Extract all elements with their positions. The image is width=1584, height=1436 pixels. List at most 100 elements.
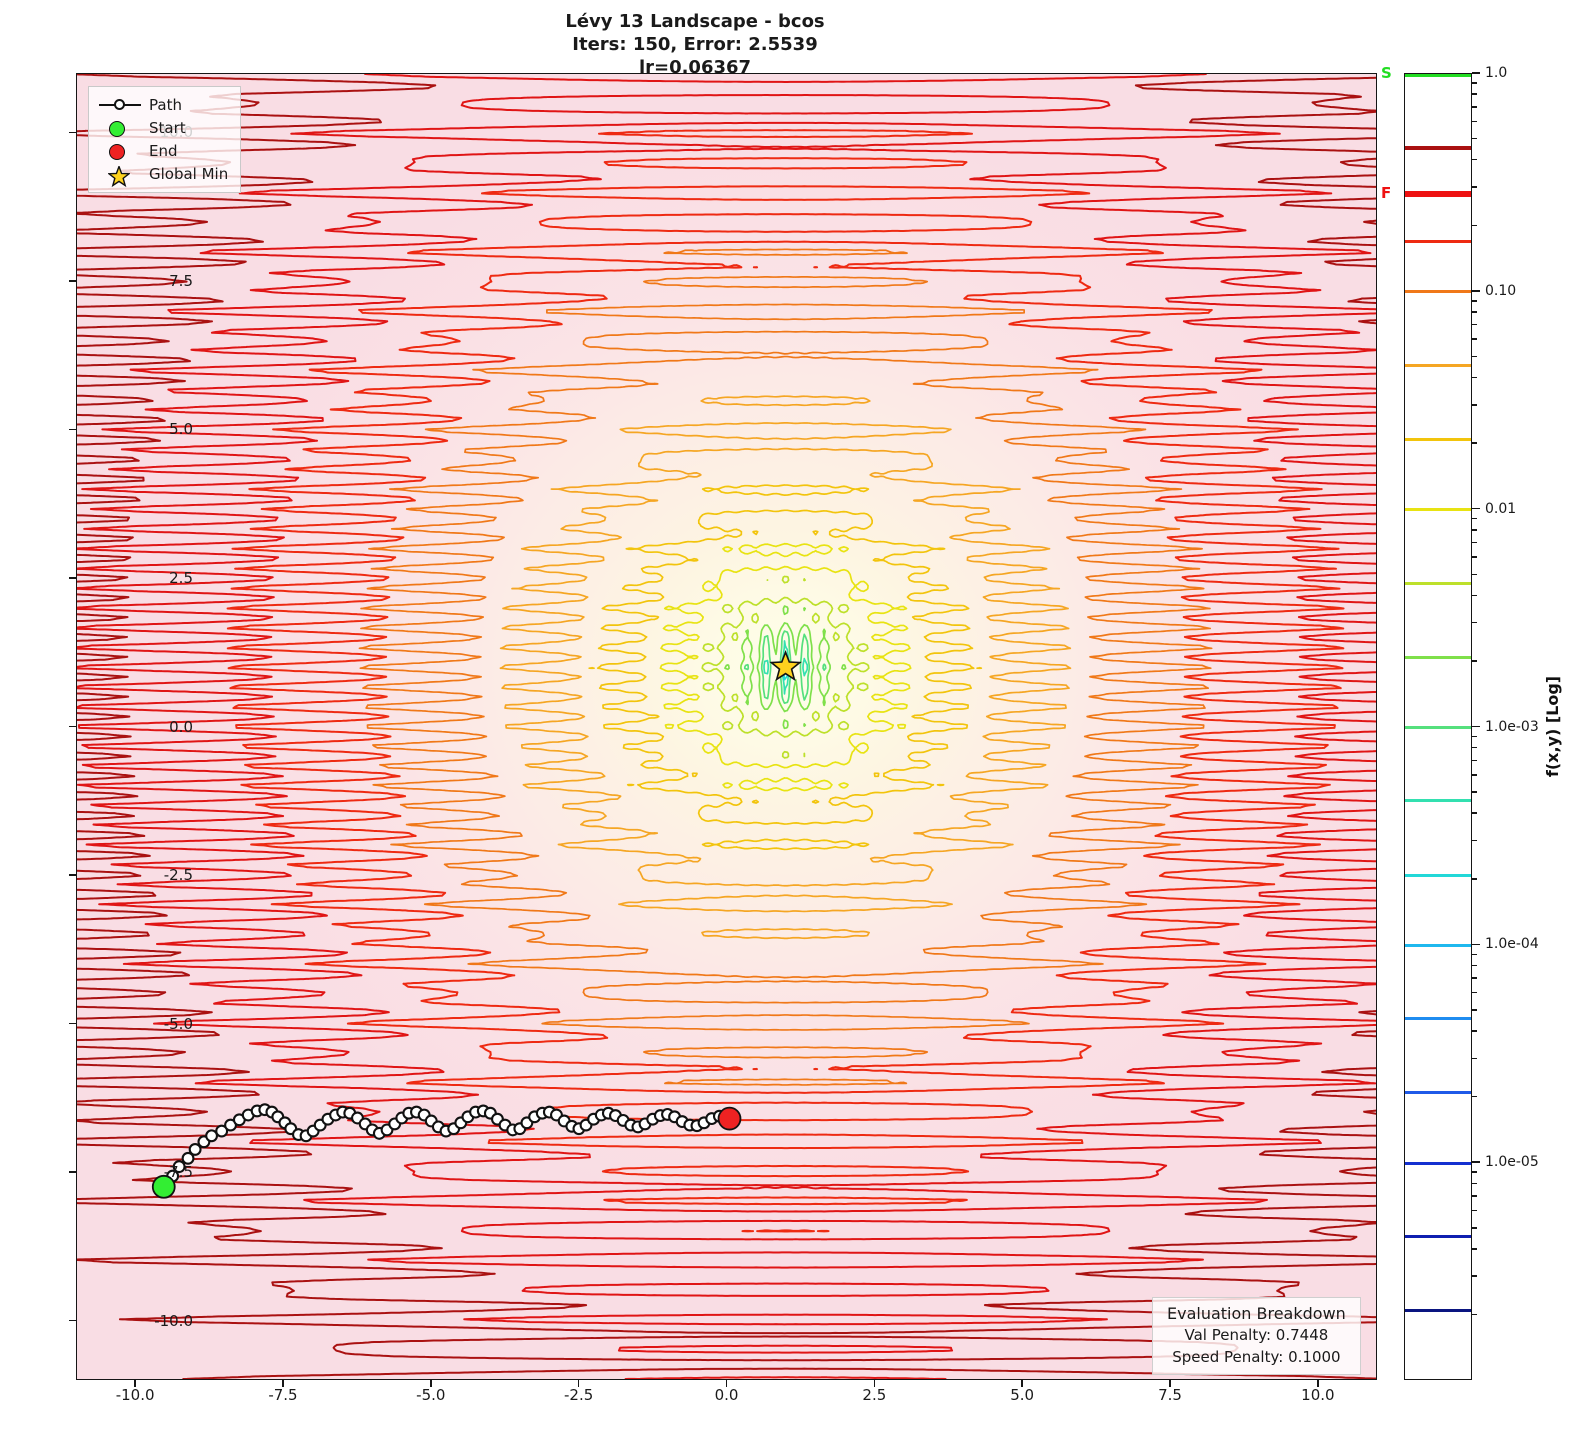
x-axis-tick-label: -10.0 — [115, 1386, 155, 1404]
colorbar-label-text: f(x,y) [Log] — [1543, 675, 1563, 778]
colorbar-tick-label: 1.0e-04 — [1485, 936, 1539, 953]
colorbar-axis-label: f(x,y) [Log] — [1533, 73, 1573, 1380]
legend: Path Start End Global Min — [88, 86, 242, 193]
colorbar-minor-tick — [1472, 224, 1477, 227]
x-axis-tick-mark — [430, 1380, 432, 1387]
figure-title: Lévy 13 Landscape - bcos Iters: 150, Err… — [0, 10, 1390, 79]
y-axis-tick-label: 0.0 — [169, 717, 193, 736]
colorbar-level-line — [1405, 1161, 1471, 1165]
colorbar-level-line — [1405, 943, 1471, 947]
y-axis-tick-mark — [69, 1022, 76, 1025]
colorbar-tick-label: 0.10 — [1485, 282, 1517, 299]
colorbar-minor-tick — [1472, 812, 1477, 814]
path-point-marker — [215, 1124, 229, 1138]
colorbar-minor-tick — [1472, 186, 1477, 188]
colorbar-level-line — [1405, 799, 1471, 803]
legend-item-label: Start — [149, 118, 186, 137]
contour-level — [499, 395, 1072, 940]
legend-item-path: Path — [97, 93, 228, 116]
y-axis-tick-label: 5.0 — [169, 420, 193, 439]
colorbar-minor-tick — [1472, 338, 1477, 340]
colorbar-minor-tick — [1472, 158, 1477, 161]
colorbar-level-line — [1405, 725, 1471, 729]
contour-level — [701, 575, 870, 759]
colorbar-tick-label: 1.0e-03 — [1485, 718, 1539, 735]
colorbar-tick-label: 0.01 — [1485, 500, 1517, 517]
colorbar-minor-tick — [1472, 1182, 1477, 1185]
colorbar-minor-tick — [1472, 1313, 1477, 1316]
colorbar-minor-tick — [1472, 573, 1477, 576]
colorbar-tick-mark — [1472, 72, 1480, 74]
speed-penalty-row: Speed Penalty: 0.1000 — [1172, 1347, 1341, 1366]
x-axis-tick-label: 5.0 — [1010, 1386, 1035, 1404]
contour-level — [358, 248, 1213, 1086]
y-axis-tick-mark — [69, 725, 76, 728]
x-axis-tick-mark — [134, 1380, 136, 1387]
colorbar-minor-tick — [1472, 1057, 1477, 1060]
y-axis-tick-mark — [69, 131, 76, 134]
x-axis-tick-label: -2.5 — [564, 1386, 594, 1404]
colorbar-minor-tick — [1472, 964, 1477, 967]
y-axis-tick-label: -2.5 — [163, 866, 193, 885]
colorbar-minor-tick — [1472, 93, 1477, 95]
legend-filled-circle — [109, 143, 125, 160]
legend-filled-circle — [109, 120, 125, 137]
colorbar-marker-label-s: S — [1381, 64, 1392, 82]
x-axis-tick-label: 10.0 — [1301, 1386, 1335, 1404]
contour-lines — [77, 74, 1376, 1379]
x-axis-tick-mark — [1021, 1380, 1023, 1387]
colorbar-minor-tick — [1472, 746, 1477, 749]
colorbar-minor-tick — [1472, 541, 1477, 544]
contour-level — [226, 129, 1345, 1233]
colorbar-minor-tick — [1472, 442, 1477, 444]
y-axis-tick-label: -10.0 — [154, 1311, 193, 1330]
colorbar-minor-tick — [1472, 1095, 1477, 1098]
val-penalty-row: Val Penalty: 0.7448 — [1184, 1326, 1329, 1345]
path-point-marker — [205, 1129, 219, 1143]
colorbar-minor-tick — [1472, 137, 1477, 140]
colorbar-minor-tick — [1472, 376, 1477, 379]
colorbar-level-line — [1405, 437, 1471, 441]
filled-circle-icon — [97, 118, 143, 138]
evaluation-breakdown-title: Evaluation Breakdown — [1167, 1304, 1346, 1323]
y-axis-tick-label: -5.0 — [163, 1014, 193, 1033]
colorbar-minor-tick — [1472, 120, 1477, 123]
colorbar-marker-band-s — [1405, 74, 1471, 77]
colorbar-minor-tick — [1472, 1209, 1477, 1212]
colorbar[interactable] — [1404, 73, 1472, 1380]
colorbar-minor-tick — [1472, 323, 1477, 326]
path-point-marker — [181, 1151, 195, 1165]
colorbar-minor-tick — [1472, 1227, 1477, 1229]
legend-open-circle — [114, 98, 125, 110]
colorbar-minor-tick — [1472, 839, 1477, 842]
line-with-open-circle-marker-icon — [97, 95, 143, 115]
legend-item-global-min: Global Min — [97, 162, 229, 187]
colorbar-minor-tick — [1472, 300, 1477, 302]
legend-item-label: Global Min — [149, 164, 229, 183]
contour-level — [724, 605, 847, 730]
colorbar-level-line — [1405, 240, 1471, 244]
contour-level — [77, 74, 1376, 1379]
colorbar-tick-label: 1.0 — [1485, 65, 1508, 81]
x-axis-tick-mark — [577, 1380, 580, 1387]
colorbar-minor-tick — [1472, 953, 1477, 956]
y-axis-tick-mark — [69, 1319, 76, 1322]
colorbar-level-line — [1405, 1017, 1471, 1021]
colorbar-minor-tick — [1472, 774, 1477, 776]
colorbar-minor-tick — [1472, 517, 1477, 520]
colorbar-level-lines — [1405, 74, 1471, 1379]
colorbar-minor-tick — [1472, 1009, 1477, 1011]
y-axis-tick-mark — [69, 428, 76, 431]
colorbar-minor-tick — [1472, 106, 1477, 108]
colorbar-level-line — [1405, 363, 1471, 367]
star-icon — [97, 164, 143, 187]
legend-item-end: End — [97, 139, 228, 162]
y-axis-tick-label: 2.5 — [169, 568, 193, 587]
x-axis-tick-label: 2.5 — [862, 1386, 887, 1404]
contour-plot-axes[interactable] — [76, 73, 1377, 1380]
legend-item-label: Path — [149, 95, 182, 114]
x-axis-tick-label: -5.0 — [416, 1386, 446, 1404]
colorbar-level-line — [1405, 873, 1471, 877]
colorbar-level-line — [1405, 581, 1471, 585]
